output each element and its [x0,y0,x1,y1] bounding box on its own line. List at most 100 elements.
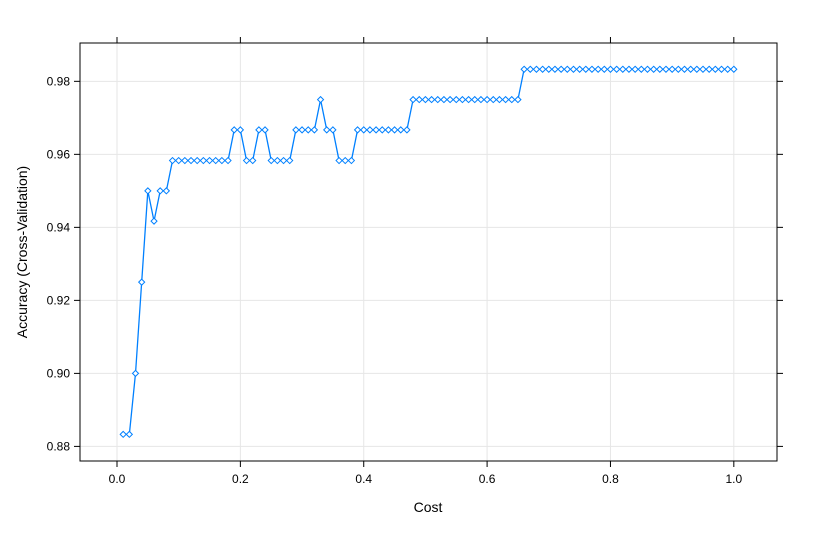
data-point-marker [501,95,510,104]
data-point-marker [656,65,664,73]
x-tick-label: 0.4 [355,472,372,486]
data-point-marker [304,126,312,134]
x-axis-title: Cost [414,499,443,515]
data-point-marker [711,65,720,73]
series-layer [123,68,734,436]
x-tick-label: 0.8 [602,472,619,486]
tick-label-layer: 0.0 0.2 0.4 0.6 0.8 1.0 0.88 0.90 0.92 0.94 0.96 0.… [47,74,743,486]
data-point-marker [730,65,738,73]
data-point-marker [329,126,337,134]
data-point-marker [267,156,275,165]
y-tick-label: 0.88 [47,439,71,453]
x-tick-label: 0.0 [109,472,126,486]
data-point-marker [649,65,658,73]
data-point-marker [230,126,238,134]
data-point-marker [193,156,201,165]
marker-layer [119,65,738,439]
y-tick-label: 0.92 [47,293,71,307]
data-point-marker [686,65,695,73]
data-point-marker [119,430,127,439]
data-point-marker [452,95,460,104]
data-point-marker [723,65,732,73]
x-tick-label: 0.6 [479,472,496,486]
data-point-marker [538,65,547,73]
data-point-marker [279,156,288,165]
data-point-marker [390,126,399,134]
data-point-marker [483,95,491,104]
data-point-marker [286,156,294,165]
data-point-marker [372,126,380,134]
data-point-marker [378,126,386,134]
data-point-marker [310,126,319,134]
data-point-marker [174,156,183,165]
data-point-marker [717,65,726,73]
y-tick-label: 0.94 [47,220,71,234]
data-point-marker [242,156,251,165]
data-point-marker [181,156,189,165]
data-point-marker [421,95,430,104]
data-point-marker [637,65,646,73]
data-point-marker [218,156,226,165]
data-point-marker [298,126,306,134]
data-point-marker [261,126,269,134]
data-point-marker [464,95,473,104]
data-point-marker [434,95,442,104]
data-point-marker [440,95,448,104]
data-point-marker [477,95,485,104]
data-point-marker [625,65,633,73]
data-point-marker [563,65,571,73]
data-point-marker [545,65,553,73]
data-point-marker [150,217,158,225]
data-point-marker [606,65,615,73]
data-point-marker [532,65,541,73]
x-tick-label: 1.0 [725,472,742,486]
data-point-marker [588,65,596,73]
data-point-marker [211,156,220,165]
data-point-marker [674,65,683,73]
data-point-marker [360,126,368,134]
data-point-marker [415,95,423,104]
data-point-marker [594,65,602,73]
y-tick-label: 0.96 [47,147,71,161]
data-point-marker [631,65,639,73]
data-point-marker [292,126,300,134]
data-point-marker [187,156,195,165]
y-axis-title: Accuracy (Cross-Validation) [14,166,30,338]
data-point-marker [353,126,362,134]
data-point-marker [575,65,584,73]
data-point-marker [397,126,405,134]
x-tick-label: 0.2 [232,472,249,486]
data-point-marker [323,126,331,134]
data-point-marker [316,95,325,104]
data-point-marker [427,95,436,104]
data-point-marker [255,126,263,134]
data-point-marker [144,187,152,195]
data-point-marker [668,65,676,73]
data-point-marker [489,95,497,104]
data-point-marker [341,156,349,165]
accuracy-line [123,68,734,436]
data-point-marker [471,95,479,104]
data-point-marker [680,65,689,73]
data-point-marker [514,95,522,104]
data-point-marker [600,65,608,73]
data-point-marker [273,156,282,165]
data-point-marker [526,65,534,73]
data-point-marker [551,65,559,73]
data-point-marker [699,65,707,73]
data-point-marker [446,95,454,104]
data-point-marker [520,65,528,73]
data-point-marker [162,187,171,195]
data-point-marker [137,278,146,286]
data-point-marker [582,65,590,73]
data-point-marker [125,430,134,439]
data-point-marker [693,65,701,73]
grid-layer [80,43,777,461]
data-point-marker [612,65,621,73]
data-point-marker [366,126,374,134]
data-point-marker [495,95,504,104]
data-point-marker [458,95,467,104]
y-tick-label: 0.90 [47,366,71,380]
